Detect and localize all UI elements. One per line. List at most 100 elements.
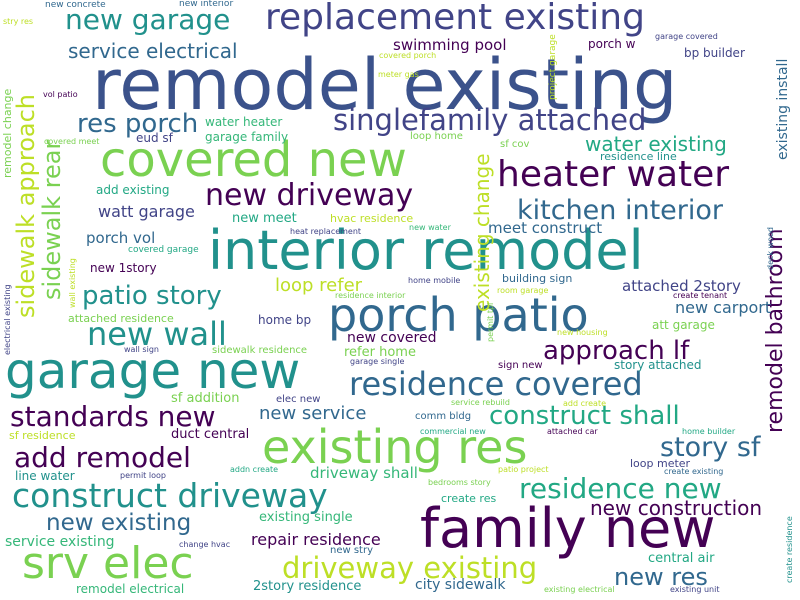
word-wall-existing: wall existing bbox=[68, 258, 77, 308]
word-stry-res: stry res bbox=[3, 17, 34, 26]
word-remodel-existing: remodel existing bbox=[92, 44, 678, 126]
word-story-attached: story attached bbox=[614, 358, 702, 372]
word-eud-sf: eud sf bbox=[136, 131, 173, 145]
word-add-existing: add existing bbox=[96, 183, 170, 197]
word-new-res: new res bbox=[614, 563, 708, 591]
word-approach-lf: approach lf bbox=[543, 336, 690, 366]
word-home-mobile: home mobile bbox=[408, 276, 461, 285]
word-covered-porch: covered porch bbox=[379, 51, 437, 60]
word-new-existing: new existing bbox=[46, 510, 192, 536]
word-existing-electrical: existing electrical bbox=[544, 585, 615, 594]
word-service-existing: service existing bbox=[5, 534, 115, 550]
word-remodel-electrical: remodel electrical bbox=[76, 582, 185, 596]
word-sidewalk-residence: sidewalk residence bbox=[212, 345, 308, 356]
word-new-covered: new covered bbox=[347, 330, 437, 346]
word-patio-project: patio project bbox=[498, 465, 549, 474]
word-watt-garage: watt garage bbox=[98, 202, 195, 221]
word-home-bp: home bp bbox=[258, 313, 312, 327]
word-room-garage: room garage bbox=[497, 286, 549, 295]
word-sidewalk-approach: sidewalk approach bbox=[12, 93, 40, 318]
word-comm-bldg: comm bldg bbox=[415, 411, 472, 422]
word-addn-create: addn create bbox=[230, 465, 279, 474]
word-new-wall: new wall bbox=[87, 315, 227, 353]
word-new-stry: new stry bbox=[330, 545, 374, 556]
word-residence-covered: residence covered bbox=[349, 365, 643, 403]
word-porch-vol: porch vol bbox=[86, 229, 156, 247]
word-kitchen-interior: kitchen interior bbox=[517, 195, 724, 226]
word-attached-2story: attached 2story bbox=[622, 277, 741, 295]
word-singlefamily-attached: singlefamily attached bbox=[333, 103, 647, 137]
word-existing-res: existing res bbox=[262, 420, 528, 474]
word-add-remodel: add remodel bbox=[14, 441, 191, 474]
word-duct-central: duct central bbox=[171, 427, 250, 442]
word-add-create: add create bbox=[563, 399, 606, 408]
word-garage-new: garage new bbox=[5, 342, 301, 400]
word-create-existing: create existing bbox=[664, 467, 724, 476]
word-new-carport: new carport bbox=[675, 298, 772, 317]
word-service-electrical: service electrical bbox=[68, 39, 238, 63]
word-create-res: create res bbox=[441, 492, 497, 505]
word-refer-home: refer home bbox=[344, 345, 416, 360]
word-new-water: new water bbox=[409, 223, 451, 232]
word-hvac-residence: hvac residence bbox=[330, 212, 414, 225]
word-sidewalk-rear: sidewalk rear bbox=[38, 139, 66, 300]
word-residence-new: residence new bbox=[519, 472, 722, 505]
word-new-garage: new garage bbox=[65, 3, 231, 36]
word-create-tenant: create tenant bbox=[673, 291, 728, 300]
word-covered-garage: covered garage bbox=[128, 245, 199, 255]
word-home-builder: home builder bbox=[682, 427, 736, 436]
word-porch-patio: porch patio bbox=[328, 288, 589, 342]
word-att-garage: att garage bbox=[652, 318, 715, 332]
word-deck-wood: deck wood bbox=[766, 227, 775, 270]
word-loop-meter: loop meter bbox=[630, 457, 691, 470]
word-electrical-existing: electrical existing bbox=[3, 284, 12, 355]
word-new-housing: new housing bbox=[557, 328, 608, 337]
word-loop-home: loop home bbox=[410, 131, 463, 142]
word-building-sign: building sign bbox=[502, 272, 573, 285]
word-create-residence: create residence bbox=[785, 516, 794, 583]
word-garage-covered: garage covered bbox=[655, 32, 718, 41]
word-new-construction: new construction bbox=[590, 496, 763, 520]
word-wall-sign: wall sign bbox=[124, 345, 159, 354]
word-porch-w: porch w bbox=[588, 37, 636, 51]
word-commercial-new: commercial new bbox=[420, 427, 486, 436]
word-existing-install: existing install bbox=[775, 58, 791, 160]
word-new-concrete: new concrete bbox=[45, 0, 106, 10]
word-new-service: new service bbox=[259, 403, 367, 424]
word-sign-new: sign new bbox=[498, 360, 543, 371]
word-meter-gas: meter gas bbox=[378, 70, 419, 79]
word-bp-builder: bp builder bbox=[684, 46, 745, 60]
word-sf-residence: sf residence bbox=[9, 429, 76, 442]
word-bedrooms-story: bedrooms story bbox=[428, 478, 491, 487]
word-attached-residence: attached residence bbox=[68, 312, 174, 325]
word-vol-patio: vol patio bbox=[43, 90, 78, 99]
word-loop-refer: loop refer bbox=[275, 275, 363, 296]
word-service-rebuild: service rebuild bbox=[451, 398, 510, 407]
word-elec-new: elec new bbox=[276, 394, 321, 405]
word-residence-line: residence line bbox=[600, 150, 677, 163]
word-attached-car: attached car bbox=[547, 427, 598, 436]
word-change-hvac: change hvac bbox=[179, 540, 231, 549]
word-srv-elec: srv elec bbox=[22, 538, 194, 589]
word-central-air: central air bbox=[648, 551, 715, 566]
word-new-driveway: new driveway bbox=[205, 178, 414, 213]
word-water-existing: water existing bbox=[585, 132, 727, 156]
word-meet-construct: meet construct bbox=[488, 219, 603, 237]
word-repair-residence: repair residence bbox=[251, 530, 381, 549]
word-remodel-change: remodel change bbox=[1, 88, 14, 178]
word-permit-tpl: permit tpl bbox=[486, 302, 495, 342]
word-permit-loop: permit loop bbox=[120, 471, 166, 480]
word-interior-remodel: interior remodel bbox=[208, 219, 644, 282]
word-covered-new: covered new bbox=[100, 132, 407, 188]
word-garage-single: garage single bbox=[350, 357, 405, 366]
word-line-water: line water bbox=[15, 469, 75, 483]
word-2story-residence: 2story residence bbox=[253, 579, 362, 594]
word-heat-replacement: heat replacement bbox=[290, 227, 362, 236]
word-project-garage: project garage bbox=[548, 34, 558, 100]
word-construct-shall: construct shall bbox=[489, 401, 680, 431]
word-water-heater: water heater bbox=[205, 115, 283, 129]
word-city-sidewalk: city sidewalk bbox=[415, 577, 506, 593]
word-story-sf: story sf bbox=[660, 432, 761, 463]
word-sf-addition: sf addition bbox=[171, 391, 240, 406]
